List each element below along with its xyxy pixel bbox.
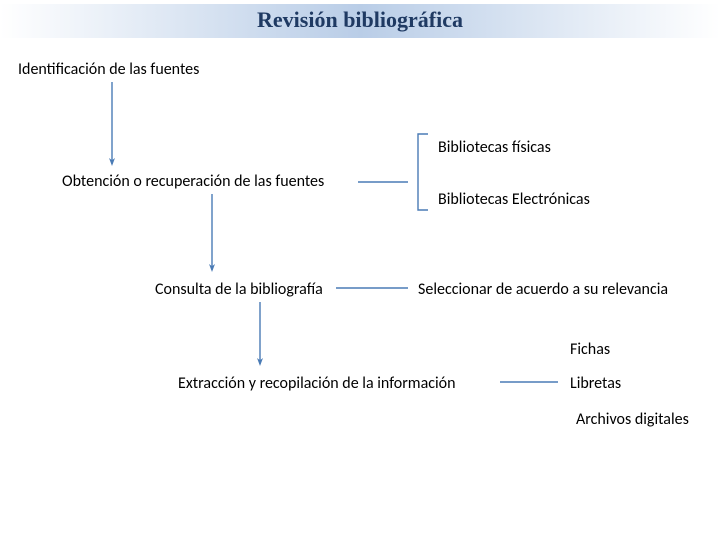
label-ident: Identificación de las fuentes [18,60,199,79]
label-bib-fis: Bibliotecas físicas [438,138,551,157]
label-extrac: Extracción y recopilación de la informac… [178,374,456,393]
label-fichas: Fichas [570,340,610,359]
label-bib-ele: Bibliotecas Electrónicas [438,190,590,209]
label-obt: Obtención o recuperación de las fuentes [62,172,324,191]
label-consulta: Consulta de la bibliografía [155,280,323,299]
label-seleccion: Seleccionar de acuerdo a su relevancia [418,280,668,299]
bracket-biblio-bracket [418,134,428,210]
label-archivos: Archivos digitales [576,410,689,429]
connectors-svg [0,0,720,540]
title-gradient-svg [0,0,720,540]
title-bar: Revisión bibliográfica [0,2,720,38]
page-title: Revisión bibliográfica [257,7,463,33]
label-libretas: Libretas [570,374,621,393]
diagram-stage: Revisión bibliográfica Identificación de… [0,0,720,540]
